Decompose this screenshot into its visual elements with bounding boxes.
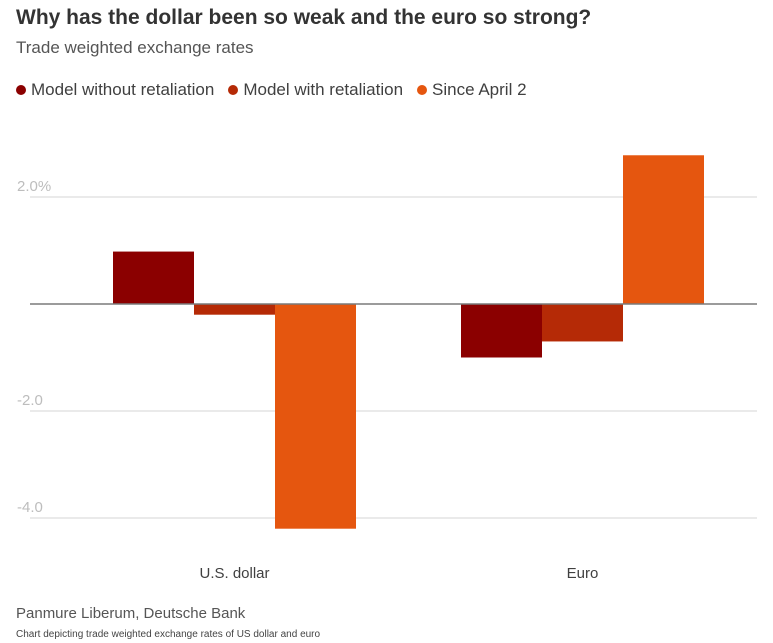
legend-label-since-april: Since April 2 bbox=[432, 80, 527, 99]
bar bbox=[542, 304, 623, 342]
legend-swatch-since-april bbox=[417, 85, 428, 95]
y-tick-label: -4.0 bbox=[17, 499, 43, 516]
bar bbox=[275, 304, 356, 529]
bar bbox=[113, 251, 194, 304]
source-note: Panmure Liberum, Deutsche Bank bbox=[16, 605, 246, 622]
legend-item-since-april: Since April 2 bbox=[417, 80, 527, 100]
legend-swatch-with-retaliation bbox=[228, 85, 239, 95]
x-category-label: U.S. dollar bbox=[199, 565, 269, 582]
legend-item-without-retaliation: Model without retaliation bbox=[16, 80, 214, 100]
legend: Model without retaliation Model with ret… bbox=[16, 80, 541, 100]
bar bbox=[461, 304, 542, 358]
chart-caption: Chart depicting trade weighted exchange … bbox=[16, 629, 321, 640]
bar bbox=[623, 155, 704, 304]
legend-swatch-without-retaliation bbox=[16, 85, 26, 95]
y-tick-label: 2.0% bbox=[17, 178, 51, 195]
chart-title: Why has the dollar been so weak and the … bbox=[16, 6, 592, 29]
legend-item-with-retaliation: Model with retaliation bbox=[228, 80, 403, 100]
bar-chart: 2.0% -2.0 -4.0 U.S. dollar Euro bbox=[17, 155, 757, 582]
legend-label-with-retaliation: Model with retaliation bbox=[243, 80, 404, 99]
chart-subtitle: Trade weighted exchange rates bbox=[16, 38, 254, 57]
bar bbox=[194, 304, 275, 315]
y-tick-label: -2.0 bbox=[17, 392, 43, 409]
x-category-label: Euro bbox=[567, 565, 599, 582]
legend-label-without-retaliation: Model without retaliation bbox=[31, 80, 215, 99]
